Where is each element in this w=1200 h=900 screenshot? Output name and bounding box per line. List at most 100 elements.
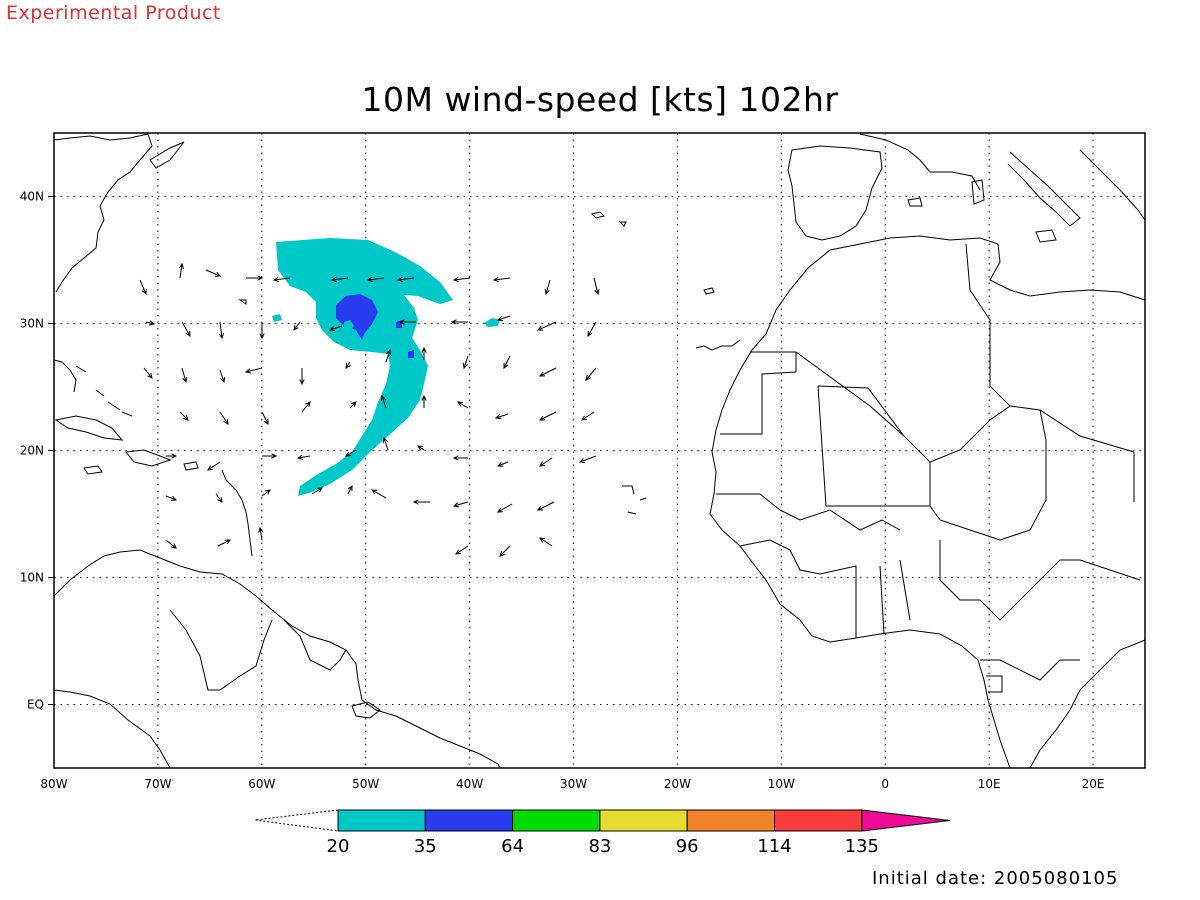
- wind-arrow: [345, 449, 357, 457]
- wind-arrow: [166, 453, 178, 459]
- wind-arrow: [259, 322, 265, 340]
- wind-arrow: [536, 501, 555, 511]
- italy: [1007, 151, 1081, 227]
- wind-arrow: [178, 262, 184, 279]
- wind-arrow: [457, 401, 469, 409]
- wind-arrow: [539, 537, 553, 547]
- longitude-label: 10E: [978, 777, 1001, 791]
- wind-arrow: [301, 401, 311, 413]
- iberia-coast: [787, 145, 883, 241]
- madeira: [703, 287, 715, 295]
- wind-arrow: [421, 394, 427, 408]
- colorbar-segment: [774, 809, 863, 832]
- wind-arrow: [349, 401, 357, 409]
- wind-arrow: [165, 539, 177, 549]
- wind-arrow: [380, 394, 387, 409]
- wind-arrow: [396, 276, 415, 283]
- longitude-label: 30W: [560, 777, 587, 791]
- south-america-interior: [54, 689, 171, 768]
- africa-borders-north: [720, 243, 1135, 541]
- colorbar-segment: [424, 809, 514, 832]
- wind-arrow: [417, 445, 425, 451]
- wind-arrow: [385, 348, 392, 363]
- wind-arrow: [218, 321, 225, 340]
- longitude-label: 0: [881, 777, 889, 791]
- lesser-antilles: [221, 469, 253, 557]
- wind-arrow: [299, 368, 305, 386]
- wind-arrow: [578, 455, 597, 463]
- cape-verde: [622, 485, 647, 515]
- wind-arrow: [593, 277, 600, 296]
- colorbar-label: 35: [414, 836, 437, 857]
- wind-arrow: [371, 489, 387, 499]
- wind-arrow: [261, 411, 269, 426]
- azores: [591, 211, 627, 227]
- wind-arrow: [494, 413, 509, 420]
- colorbar-segment: [686, 809, 776, 832]
- wind-arrow: [382, 436, 389, 451]
- bermuda: [238, 299, 247, 305]
- wind-arrow: [330, 276, 349, 283]
- africa-north-coast: [829, 235, 1145, 301]
- marajo-island: [351, 701, 381, 719]
- colorbar-label: 20: [327, 836, 350, 857]
- wind-arrow: [262, 453, 278, 459]
- wind-arrow: [538, 367, 557, 377]
- hispaniola: [125, 449, 172, 467]
- wind-band-20-35-dot: [272, 314, 282, 322]
- wind-arrow: [347, 484, 353, 495]
- wind-eye-calm: [344, 320, 354, 332]
- south-america-border-2: [283, 619, 347, 671]
- colorbar-label: 114: [757, 836, 791, 857]
- wind-arrow: [421, 346, 427, 360]
- wind-arrow: [244, 367, 263, 374]
- latitude-label: 40N: [20, 190, 44, 204]
- wind-arrow: [462, 355, 469, 370]
- wind-arrow: [496, 315, 511, 322]
- colorbar-high-triangle: [861, 809, 950, 832]
- wind-arrow: [492, 276, 511, 283]
- wind-speed-shading: [272, 238, 500, 496]
- wind-arrow: [539, 457, 553, 467]
- colorbar: 20 35 64 83 96 114 135: [254, 809, 950, 857]
- wind-arrow: [544, 279, 551, 296]
- wind-arrow: [496, 461, 509, 467]
- wind-arrow: [503, 355, 511, 370]
- balkans: [1079, 149, 1145, 221]
- wind-arrow: [366, 276, 385, 283]
- colorbar-label: 96: [676, 836, 699, 857]
- longitude-label: 10W: [768, 777, 795, 791]
- wind-band-20-35-small: [484, 318, 500, 327]
- wind-arrow: [181, 321, 191, 337]
- experimental-product-label: Experimental Product: [6, 2, 221, 24]
- africa-east-gabon-coast: [1029, 639, 1145, 768]
- latitude-labels: 40N 30N 20N 10N EQ: [20, 190, 54, 712]
- longitude-label: 40W: [456, 777, 483, 791]
- wind-arrow: [143, 367, 153, 379]
- sardinia: [971, 179, 985, 205]
- wind-arrow: [139, 279, 147, 296]
- bahamas: [75, 365, 133, 417]
- wind-arrow: [258, 526, 264, 541]
- wind-arrow: [219, 369, 226, 384]
- wind-arrow: [179, 411, 189, 421]
- longitude-labels: 80W 70W 60W 50W 40W 30W 20W 10W 0 10E 20E: [40, 777, 1104, 791]
- colorbar-segment: [337, 809, 426, 832]
- wind-arrow: [207, 461, 221, 471]
- wind-arrow: [452, 455, 468, 461]
- wind-arrow: [581, 411, 595, 421]
- wind-arrow: [345, 361, 351, 369]
- wind-arrow: [215, 493, 223, 503]
- longitude-label: 20E: [1082, 777, 1105, 791]
- latitude-label: 10N: [20, 571, 44, 585]
- colorbar-segment: [599, 809, 688, 832]
- cuba: [54, 415, 124, 441]
- wind-arrow: [272, 276, 291, 283]
- puerto-rico: [183, 461, 199, 471]
- wind-arrow: [293, 321, 301, 331]
- south-america-border-1: [169, 609, 273, 691]
- coastlines: [54, 133, 1145, 768]
- colorbar-label: 64: [501, 836, 524, 857]
- longitude-label: 70W: [144, 777, 171, 791]
